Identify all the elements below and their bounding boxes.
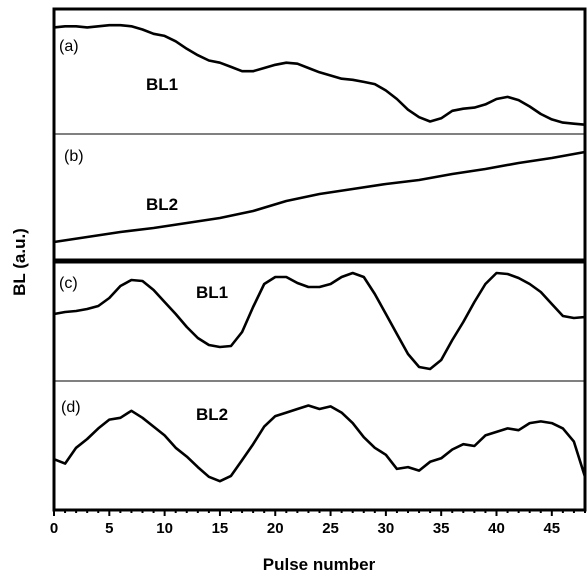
x-tick-label-45: 45 <box>543 520 560 537</box>
series-line-4 <box>52 404 587 483</box>
series-label-2: BL2 <box>146 195 178 214</box>
panels-layer: (a) BL1 (b) BL2 (c) BL1 (d) BL2 <box>52 7 587 512</box>
y-axis-label: BL (a.u.) <box>10 228 29 296</box>
x-tick-label-40: 40 <box>488 520 505 537</box>
x-axis: 0 5 10 15 20 25 30 35 40 45 <box>50 510 586 537</box>
panel-label-3: (c) <box>59 275 78 292</box>
x-tick-label-25: 25 <box>322 520 339 537</box>
x-tick-label-0: 0 <box>50 520 58 537</box>
x-tick-label-35: 35 <box>433 520 450 537</box>
x-tick-label-10: 10 <box>156 520 173 537</box>
panel-label-1: (a) <box>59 38 79 55</box>
x-tick-label-30: 30 <box>378 520 395 537</box>
series-line-1 <box>52 23 587 126</box>
panel-label-4: (d) <box>61 399 81 416</box>
series-line-2 <box>52 150 587 244</box>
series-label-1: BL1 <box>146 75 178 94</box>
panel-frame-2 <box>52 260 587 512</box>
series-label-3: BL1 <box>196 283 228 302</box>
x-axis-label: Pulse number <box>263 555 376 574</box>
series-line-3 <box>52 271 587 371</box>
x-tick-label-20: 20 <box>267 520 284 537</box>
series-label-4: BL2 <box>196 405 228 424</box>
x-tick-label-15: 15 <box>212 520 229 537</box>
x-tick-label-5: 5 <box>105 520 113 537</box>
panel-label-2: (b) <box>64 148 84 165</box>
